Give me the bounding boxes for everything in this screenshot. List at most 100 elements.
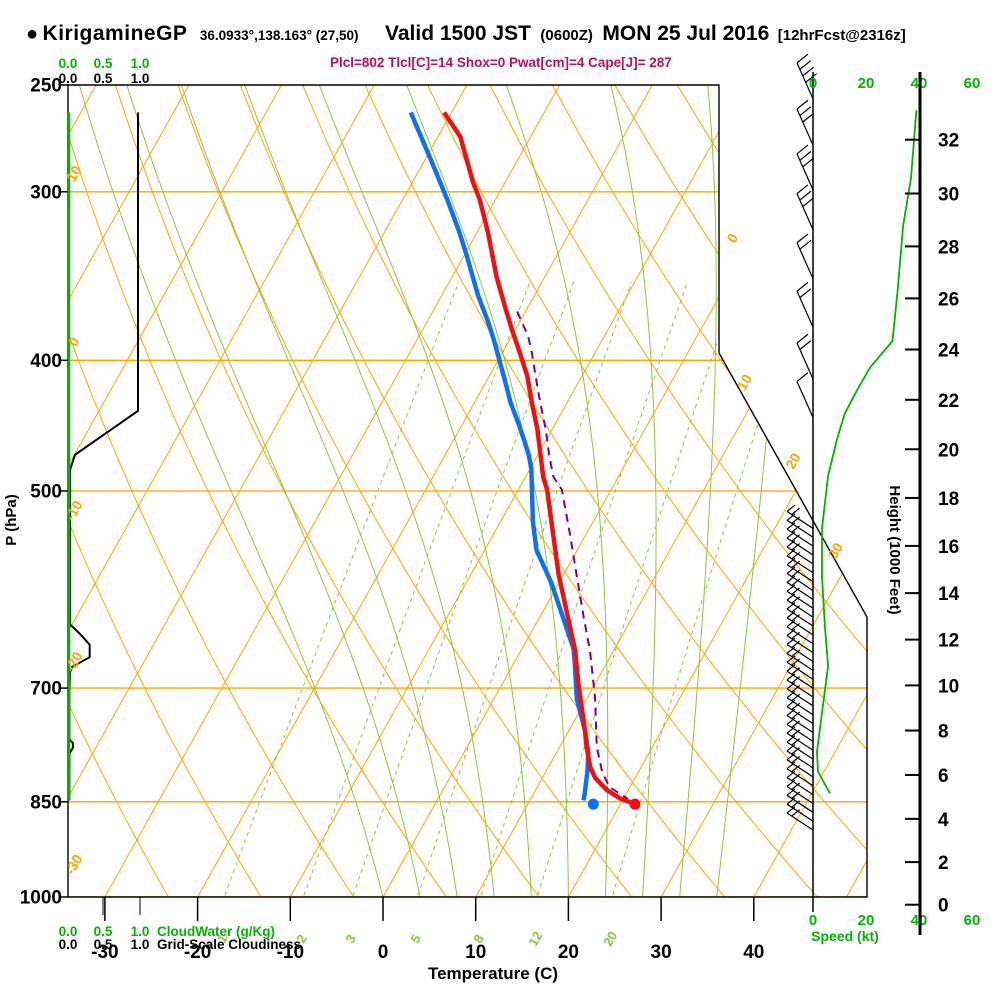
surface-dewpoint-dot bbox=[587, 798, 599, 810]
svg-text:250: 250 bbox=[30, 76, 62, 97]
wind-barb-icon bbox=[786, 531, 814, 556]
height-axis-title: Height (1000 Feet) bbox=[886, 485, 903, 614]
svg-text:3: 3 bbox=[342, 932, 359, 946]
svg-text:0.5: 0.5 bbox=[94, 56, 113, 71]
wind-barb-icon bbox=[786, 504, 814, 529]
chart-header: ● KirigamineGP 36.0933°,138.163° (27,50)… bbox=[26, 22, 986, 46]
svg-text:2: 2 bbox=[938, 853, 949, 874]
temperature-axis: -30 -20 -10 0 10 20 30 40 Temperature (C) bbox=[91, 897, 764, 983]
cloud-scales: 0.00.00.00.00.50.50.50.51.01.01.01.0Clou… bbox=[59, 56, 301, 952]
wind-barb-icon bbox=[786, 761, 814, 787]
svg-text:22: 22 bbox=[938, 391, 959, 412]
svg-text:0: 0 bbox=[378, 942, 389, 963]
svg-text:8: 8 bbox=[938, 722, 949, 743]
svg-text:0: 0 bbox=[938, 896, 949, 917]
svg-text:0.0: 0.0 bbox=[59, 937, 78, 952]
wind-barb-icon bbox=[786, 602, 814, 627]
wind-barb-icon bbox=[786, 770, 814, 796]
station-coordinates: 36.0933°,138.163° (27,50) bbox=[199, 28, 359, 43]
wind-barb-icon bbox=[786, 699, 814, 725]
svg-text:20: 20 bbox=[782, 450, 804, 472]
wind-barb-icon bbox=[786, 548, 814, 574]
svg-text:18: 18 bbox=[938, 489, 959, 510]
wind-barb-icon bbox=[786, 655, 814, 680]
svg-text:10: 10 bbox=[63, 163, 85, 185]
svg-text:4: 4 bbox=[938, 810, 949, 831]
svg-text:1.0: 1.0 bbox=[131, 937, 150, 952]
svg-text:30: 30 bbox=[651, 942, 672, 963]
svg-text:1.0: 1.0 bbox=[131, 924, 150, 939]
wind-barb-icon bbox=[796, 281, 814, 328]
wind-barb-icon bbox=[796, 333, 814, 380]
wind-barb-icon bbox=[786, 717, 814, 742]
wind-barb-icon bbox=[786, 557, 814, 583]
cloudiness-scale-title: Grid-Scale Cloudiness bbox=[157, 937, 301, 952]
wind-barb-icon bbox=[786, 566, 814, 592]
wind-barb-icon bbox=[786, 637, 814, 663]
wind-barb-icon bbox=[786, 628, 814, 654]
svg-text:-10: -10 bbox=[62, 497, 86, 523]
wind-barb-icon bbox=[786, 522, 814, 547]
surface-temperature-dot bbox=[629, 798, 641, 810]
wind-barb-icon bbox=[786, 797, 814, 822]
dewpoint-curve bbox=[408, 111, 591, 801]
svg-text:5: 5 bbox=[407, 932, 424, 946]
wind-barb-icon bbox=[796, 184, 815, 230]
wind-barb-icon bbox=[786, 681, 814, 707]
svg-text:10: 10 bbox=[733, 371, 755, 393]
svg-text:6: 6 bbox=[938, 766, 949, 787]
svg-text:-30: -30 bbox=[91, 942, 118, 963]
wind-barb-icon bbox=[796, 99, 815, 146]
svg-text:0: 0 bbox=[723, 230, 741, 245]
mixing-ratio-lines bbox=[213, 281, 805, 897]
wind-barb-icon bbox=[796, 53, 818, 100]
svg-text:-30: -30 bbox=[62, 852, 86, 878]
wind-barb-icon bbox=[786, 540, 814, 565]
svg-text:0.5: 0.5 bbox=[94, 71, 113, 86]
forecast-run-info: [12hrFcst@2316z] bbox=[777, 27, 906, 44]
svg-text:0: 0 bbox=[809, 912, 817, 929]
wind-barb-icon bbox=[786, 806, 814, 831]
svg-text:0.5: 0.5 bbox=[94, 937, 113, 952]
sounding-curves bbox=[408, 111, 634, 806]
wind-barb-icon bbox=[796, 233, 814, 279]
wind-barb-icon bbox=[786, 619, 814, 645]
svg-text:400: 400 bbox=[30, 351, 62, 372]
wind-barb-icon bbox=[786, 611, 814, 636]
svg-text:28: 28 bbox=[938, 237, 959, 258]
svg-text:700: 700 bbox=[30, 679, 62, 700]
wind-barb-icon bbox=[786, 593, 814, 618]
isobar-lines bbox=[68, 191, 867, 897]
svg-text:24: 24 bbox=[938, 340, 960, 361]
svg-text:60: 60 bbox=[964, 75, 981, 92]
svg-text:20: 20 bbox=[858, 75, 875, 92]
svg-text:20: 20 bbox=[558, 942, 579, 963]
svg-text:14: 14 bbox=[938, 584, 960, 605]
pressure-axis-title: P (hPa) bbox=[3, 494, 20, 545]
svg-text:26: 26 bbox=[938, 289, 959, 310]
wind-barb-icon bbox=[786, 664, 814, 689]
valid-date: MON 25 Jul 2016 bbox=[602, 22, 770, 45]
parcel-curve bbox=[516, 311, 629, 800]
svg-text:10: 10 bbox=[465, 942, 486, 963]
svg-text:30: 30 bbox=[938, 185, 959, 206]
svg-text:60: 60 bbox=[964, 912, 981, 929]
svg-text:1000: 1000 bbox=[20, 888, 62, 909]
svg-text:20: 20 bbox=[938, 440, 959, 461]
svg-text:30: 30 bbox=[824, 540, 846, 562]
wind-barb-icon bbox=[786, 575, 814, 600]
svg-text:20: 20 bbox=[858, 912, 875, 929]
pressure-axis: 250 300 400 500 700 850 1000 P (hPa) bbox=[3, 76, 68, 909]
wind-barb-icon bbox=[786, 726, 814, 751]
wind-barb-icon bbox=[786, 690, 814, 716]
svg-text:20: 20 bbox=[600, 929, 620, 949]
temperature-curve bbox=[442, 111, 634, 806]
station-bullet-icon: ● bbox=[26, 23, 39, 45]
svg-text:32: 32 bbox=[938, 131, 959, 152]
valid-time-utc: (0600Z) bbox=[540, 27, 593, 44]
svg-text:12: 12 bbox=[525, 929, 545, 949]
wind-barb-icon bbox=[786, 646, 814, 671]
